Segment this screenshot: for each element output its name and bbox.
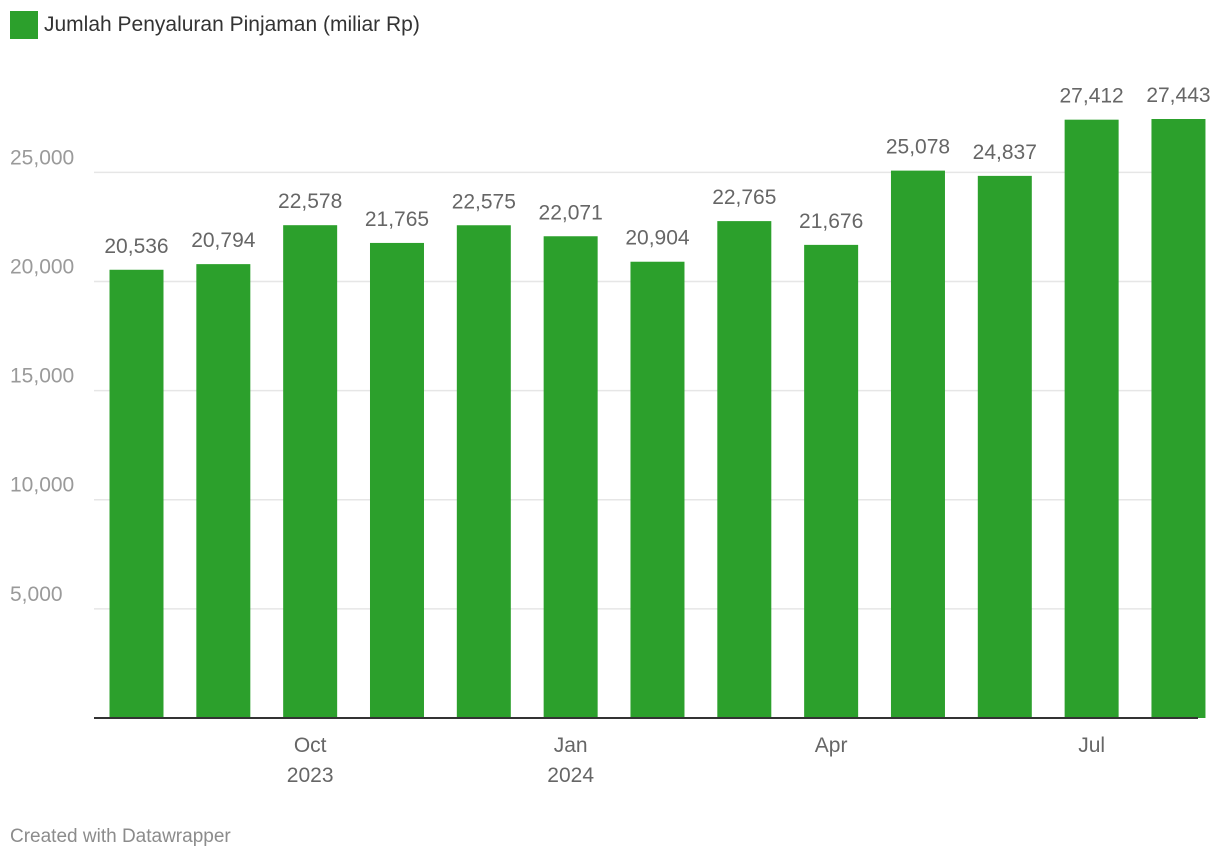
bar — [717, 221, 772, 718]
bar — [543, 236, 598, 719]
bar-value-label: 25,078 — [886, 136, 950, 159]
bar-value-label: 22,575 — [452, 190, 516, 213]
x-tick-label: Oct — [294, 734, 327, 757]
bar — [369, 242, 424, 718]
x-tick-label: Jan — [554, 734, 588, 757]
x-tick-year-label: 2024 — [547, 764, 594, 787]
bar-value-label: 22,071 — [539, 201, 603, 224]
bar — [196, 264, 251, 718]
bar — [283, 225, 338, 718]
bar — [890, 170, 945, 719]
y-tick-label: 10,000 — [10, 474, 74, 497]
bar — [977, 175, 1032, 718]
bar — [804, 244, 859, 718]
legend-swatch — [10, 11, 38, 39]
y-tick-label: 25,000 — [10, 146, 74, 169]
bar — [456, 225, 511, 718]
bar-value-label: 24,837 — [973, 141, 1037, 164]
x-tick-label: Jul — [1078, 734, 1105, 757]
bar — [630, 261, 685, 718]
bar — [1064, 119, 1119, 718]
bar-value-label: 20,536 — [104, 235, 168, 258]
chart-legend: Jumlah Penyaluran Pinjaman (miliar Rp) — [10, 11, 420, 39]
legend-label: Jumlah Penyaluran Pinjaman (miliar Rp) — [44, 13, 420, 36]
footer-credit: Created with Datawrapper — [10, 826, 231, 847]
bar-value-label: 20,794 — [191, 229, 256, 252]
bar — [1151, 119, 1206, 718]
y-tick-label: 15,000 — [10, 365, 74, 388]
bar-value-label: 27,412 — [1060, 85, 1124, 108]
y-tick-label: 20,000 — [10, 255, 74, 278]
bar-value-label: 20,904 — [625, 227, 690, 250]
bar-value-label: 22,578 — [278, 190, 342, 213]
bar-value-label: 27,443 — [1146, 84, 1210, 107]
bar-value-label: 21,765 — [365, 208, 429, 231]
x-tick-year-label: 2023 — [287, 764, 334, 787]
bar-value-label: 21,676 — [799, 210, 863, 233]
y-tick-label: 5,000 — [10, 583, 63, 606]
bar-value-label: 22,765 — [712, 186, 776, 209]
x-tick-label: Apr — [815, 734, 848, 757]
bar — [109, 269, 164, 718]
